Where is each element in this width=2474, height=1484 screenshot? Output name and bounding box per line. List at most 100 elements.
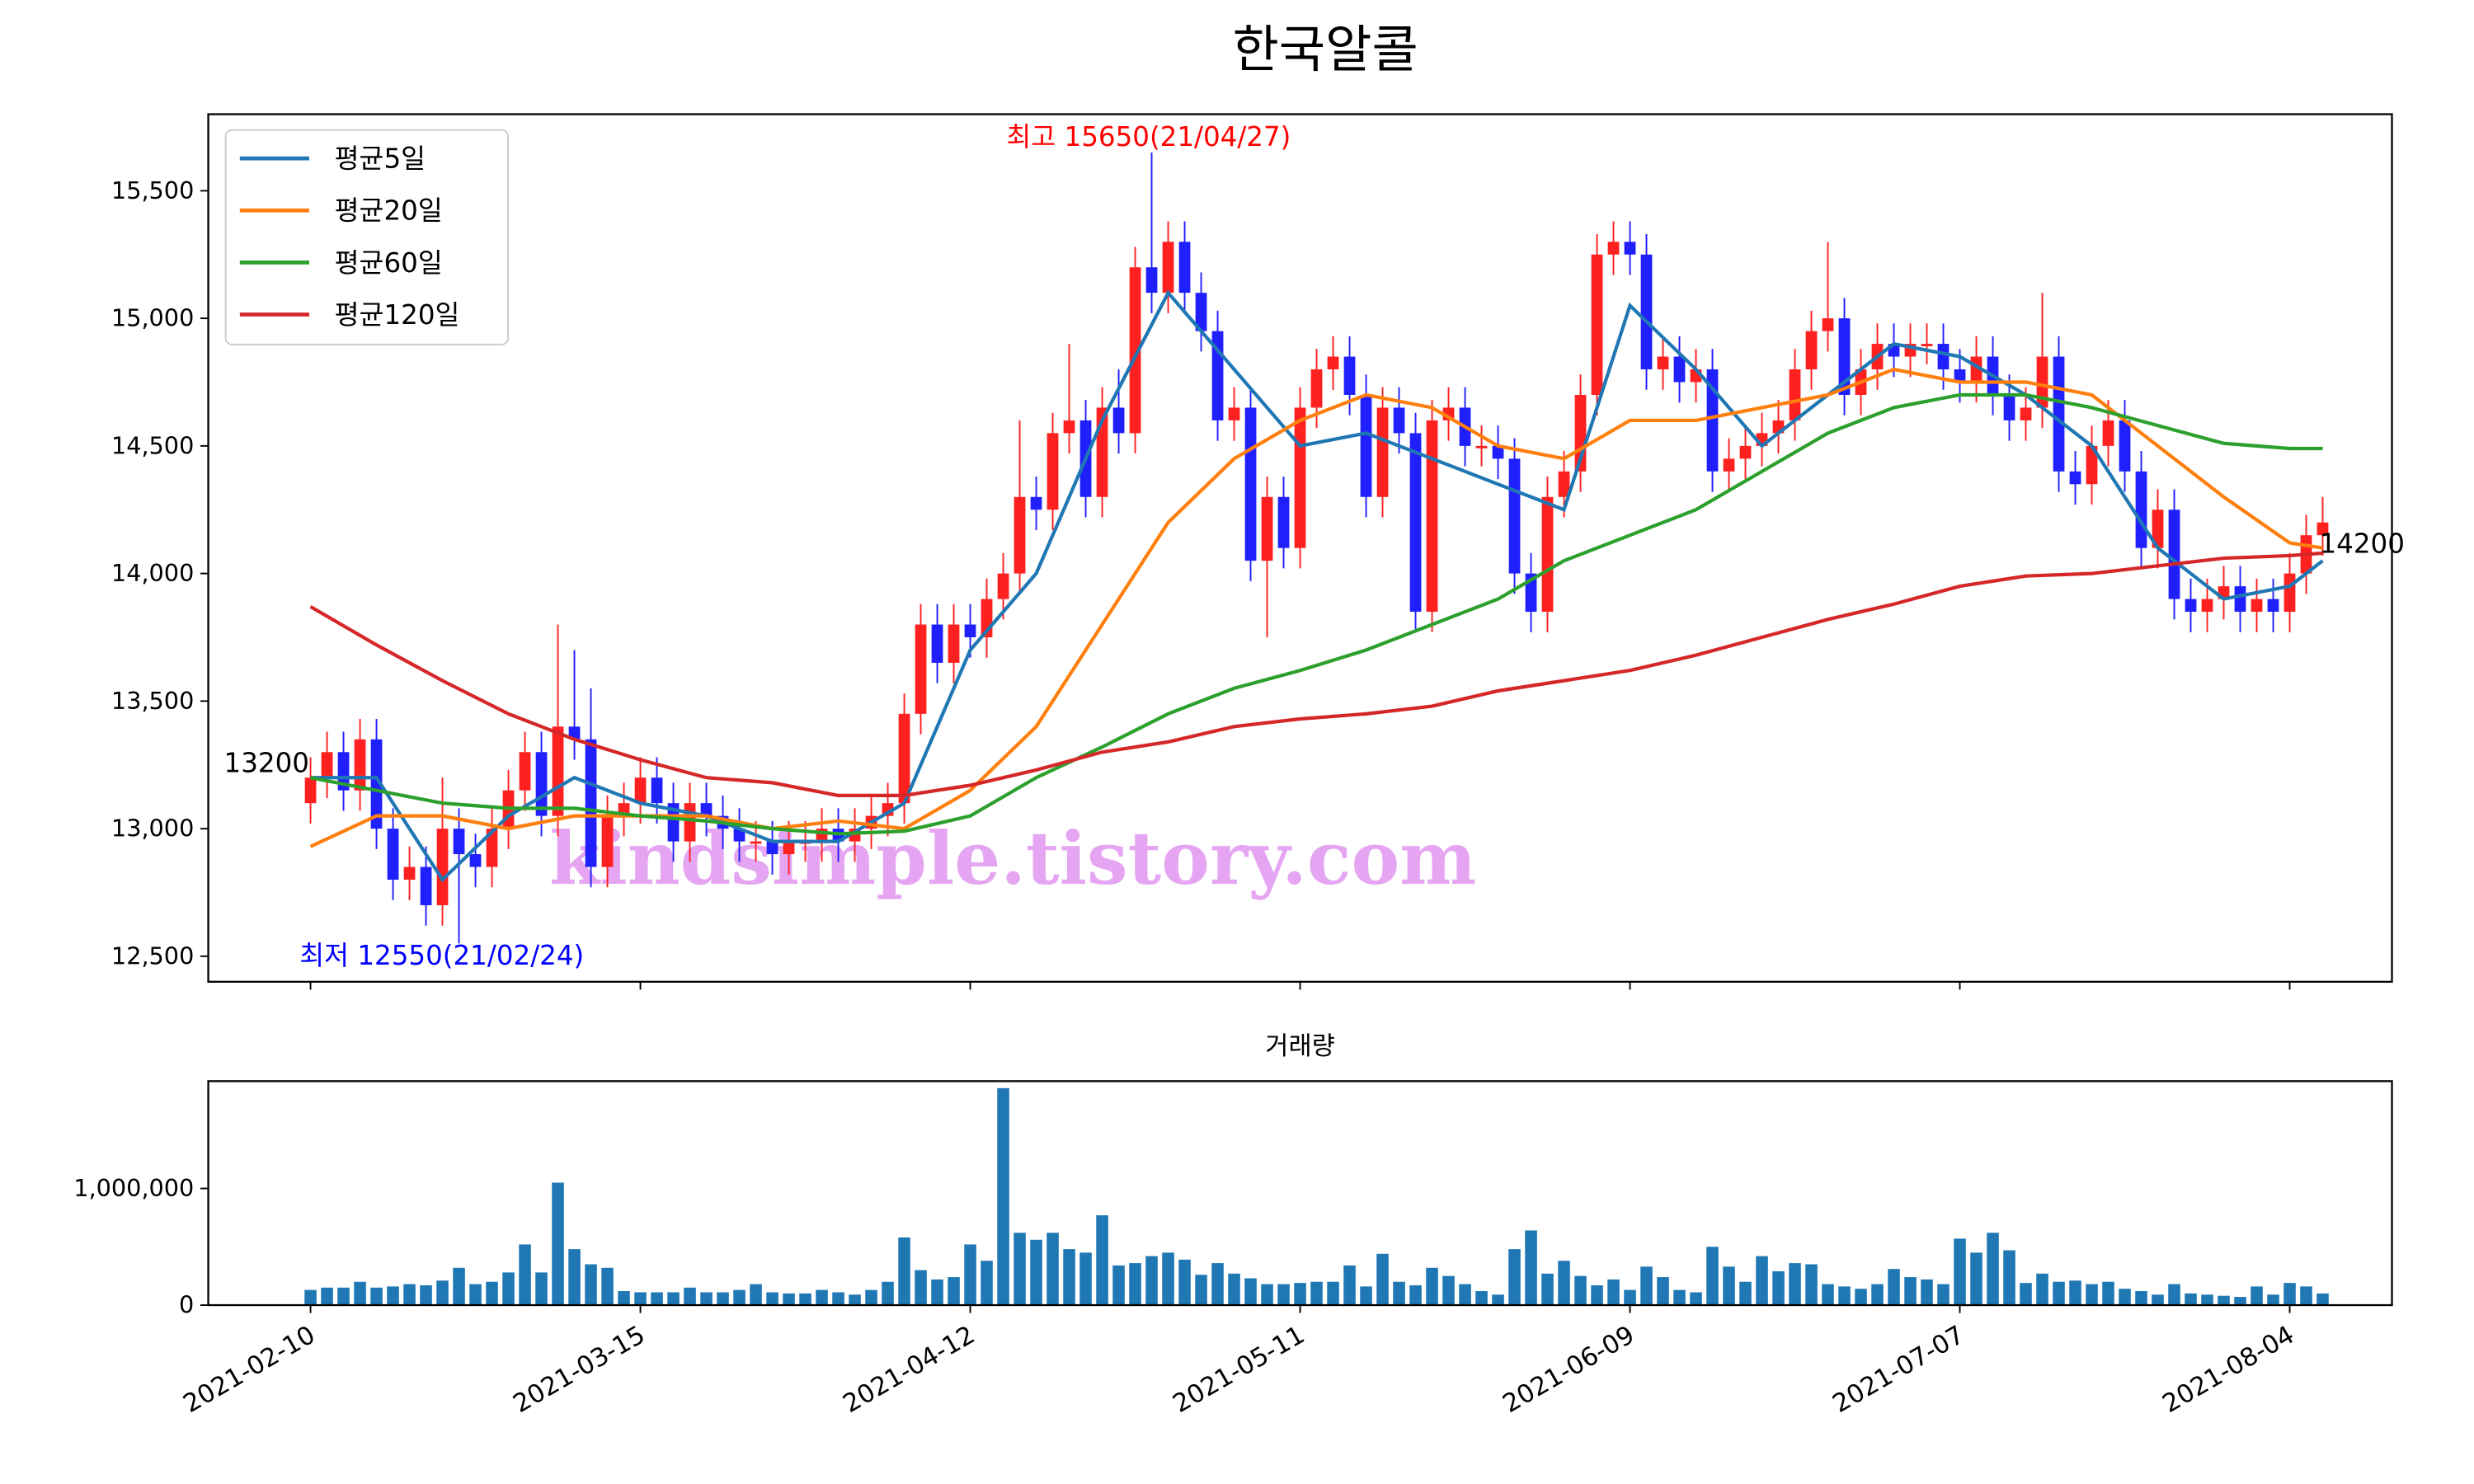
candle-body	[2020, 407, 2032, 420]
candle-body	[1591, 254, 1603, 395]
volume-bar	[1706, 1247, 1719, 1306]
volume-bar	[1987, 1233, 1999, 1306]
candle-body	[1393, 407, 1405, 434]
volume-bar	[1261, 1284, 1273, 1306]
volume-bar	[1591, 1284, 1603, 1306]
volume-bar	[370, 1287, 383, 1306]
volume-bar	[915, 1270, 927, 1306]
volume-bar	[1921, 1279, 1933, 1306]
candle-body	[1145, 267, 1158, 294]
volume-bar	[1112, 1265, 1125, 1306]
volume-bar	[865, 1289, 877, 1306]
candle-body	[1937, 344, 1950, 370]
candle-body	[2003, 394, 2015, 420]
volume-bar	[1739, 1281, 1752, 1306]
volume-bar	[2234, 1297, 2246, 1306]
y-tick-label: 15,000	[111, 304, 194, 332]
candle-body	[1277, 496, 1290, 548]
candle-body	[1294, 407, 1306, 548]
ma-line	[310, 289, 2324, 883]
volume-bar	[1657, 1277, 1669, 1306]
volume-bar	[1030, 1239, 1042, 1306]
candle-body	[1838, 318, 1851, 395]
candle-body	[1162, 242, 1174, 294]
candle-body	[733, 829, 745, 842]
candle-body	[2135, 471, 2147, 548]
volume-bar	[2053, 1281, 2065, 1306]
volume-bar	[1047, 1233, 1059, 1306]
volume-bar	[1756, 1256, 1768, 1306]
candle-body	[684, 803, 696, 842]
volume-bar	[684, 1287, 696, 1306]
candle-body	[1805, 331, 1818, 370]
volume-bar	[733, 1289, 745, 1306]
legend-label: 평균5일	[335, 143, 426, 175]
candle-body	[1822, 318, 1834, 331]
volume-bar	[997, 1087, 1009, 1306]
volume-bar	[436, 1280, 449, 1306]
candle-body	[519, 752, 531, 791]
candle-body	[997, 573, 1009, 599]
candle-body	[1063, 420, 1075, 434]
candle-body	[1409, 433, 1422, 613]
candle-body	[634, 777, 647, 804]
volume-bar	[1690, 1292, 1702, 1306]
candle-body	[1014, 496, 1026, 574]
candle-body	[2152, 510, 2164, 548]
volume-bar	[1459, 1284, 1471, 1306]
candle-body	[1673, 356, 1686, 383]
candle-body	[931, 624, 943, 663]
volume-bar	[1772, 1271, 1785, 1306]
candle-body	[1789, 369, 1801, 420]
candle-body	[601, 815, 614, 867]
candle-body	[568, 726, 581, 740]
candle-body	[403, 866, 416, 881]
volume-bar	[1855, 1289, 1867, 1306]
volume-bar	[2020, 1283, 2032, 1306]
volume-bar	[585, 1264, 597, 1306]
volume-bar	[1574, 1275, 1587, 1306]
volume-bar	[2036, 1273, 2048, 1306]
candle-body	[2168, 510, 2180, 599]
volume-bar	[849, 1294, 861, 1306]
y-tick-label: 0	[179, 1291, 194, 1319]
candle-body	[898, 713, 910, 804]
candle-body	[1558, 471, 1570, 497]
volume-bar	[304, 1289, 317, 1306]
candle-body	[1541, 496, 1554, 613]
plot-area: kindsimple.tistory.com	[304, 152, 2329, 944]
volume-bar	[403, 1284, 416, 1306]
volume-bar	[1014, 1233, 1026, 1306]
candle-body	[2316, 522, 2329, 536]
candle-body	[486, 829, 498, 867]
candle-body	[2102, 420, 2114, 446]
volume-bar	[1607, 1279, 1620, 1306]
volume-bar	[1096, 1215, 1108, 1306]
volume-bar	[568, 1249, 581, 1306]
volume-bar	[1310, 1281, 1323, 1306]
candle-body	[1657, 356, 1669, 370]
candle-body	[2201, 599, 2213, 613]
volume-bar	[2185, 1293, 2197, 1306]
volume-bar	[948, 1277, 960, 1306]
volume-bar	[1360, 1286, 1372, 1306]
volume-bar	[1409, 1284, 1422, 1306]
watermark: kindsimple.tistory.com	[549, 815, 1476, 901]
volume-bar	[1426, 1267, 1438, 1306]
volume-bar	[1294, 1283, 1306, 1306]
candle-body	[2185, 599, 2197, 613]
candle-body	[1607, 242, 1620, 255]
volume-bar	[420, 1284, 432, 1306]
volume-bar	[1937, 1284, 1950, 1306]
candle-body	[2119, 420, 2131, 472]
volume-bar	[2069, 1280, 2081, 1306]
volume-bar	[1145, 1256, 1158, 1306]
volume-bar	[1673, 1289, 1686, 1306]
candle-body	[436, 829, 449, 905]
volume-bar	[1838, 1286, 1851, 1306]
volume-bar	[2152, 1294, 2164, 1306]
candle-body	[1178, 242, 1191, 294]
candle-body	[1624, 242, 1636, 255]
candle-body	[304, 777, 317, 804]
